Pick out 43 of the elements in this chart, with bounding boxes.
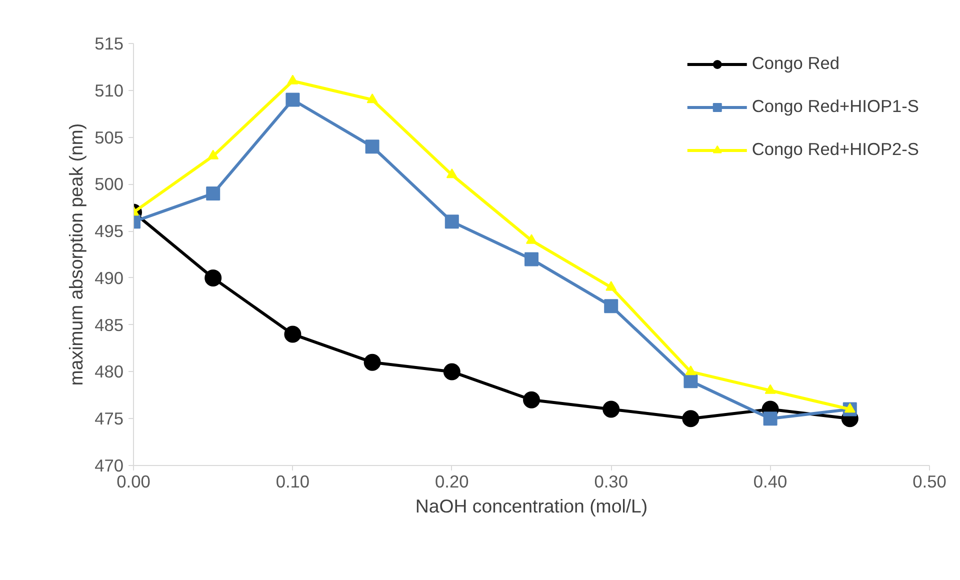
point xyxy=(602,400,620,418)
point xyxy=(287,74,298,84)
x-axis-title: NaOH concentration (mol/L) xyxy=(415,496,648,516)
y-tick-label: 505 xyxy=(94,127,124,148)
point xyxy=(682,410,700,428)
point xyxy=(206,186,220,201)
x-tick-label: 0.40 xyxy=(753,472,788,492)
legend-label: Congo Red+HIOP1-S xyxy=(752,96,919,117)
point xyxy=(444,214,459,229)
point xyxy=(526,234,537,244)
point xyxy=(365,140,380,154)
y-tick-label: 480 xyxy=(94,362,124,382)
y-tick-label: 500 xyxy=(94,174,124,194)
point xyxy=(366,93,378,104)
legend-label: Congo Red xyxy=(752,53,840,74)
point xyxy=(606,281,617,291)
y-tick-label: 475 xyxy=(94,408,124,429)
point xyxy=(284,326,302,343)
y-tick-label: 510 xyxy=(94,80,124,100)
point xyxy=(204,269,222,286)
point xyxy=(443,363,460,380)
y-tick-label: 515 xyxy=(94,34,124,54)
point xyxy=(764,384,776,394)
point xyxy=(208,150,219,160)
point xyxy=(446,168,458,178)
point xyxy=(523,391,540,408)
point xyxy=(286,92,300,107)
x-tick-label: 0.20 xyxy=(435,472,469,492)
legend-label: Congo Red+HIOP2-S xyxy=(752,139,919,160)
point xyxy=(524,252,538,266)
point xyxy=(684,374,698,388)
point xyxy=(364,354,381,371)
point xyxy=(685,365,696,376)
point xyxy=(604,299,618,314)
x-tick-label: 0.30 xyxy=(594,472,628,492)
point xyxy=(844,402,856,413)
x-tick-label: 0.10 xyxy=(276,472,310,492)
y-tick-label: 490 xyxy=(94,268,124,288)
y-axis-title: maximum absorption peak (nm) xyxy=(66,123,87,386)
y-tick-label: 495 xyxy=(94,221,124,242)
point xyxy=(763,412,778,426)
y-tick-label: 485 xyxy=(94,314,124,335)
x-tick-label: 0.50 xyxy=(912,472,946,492)
